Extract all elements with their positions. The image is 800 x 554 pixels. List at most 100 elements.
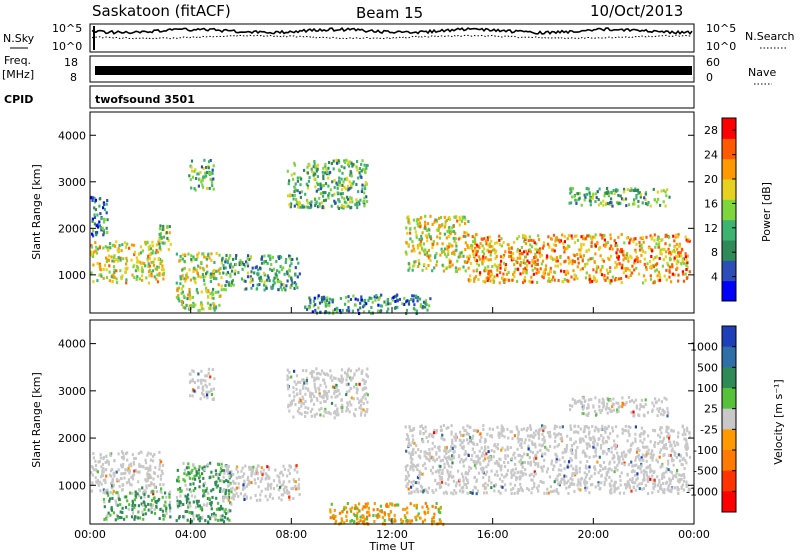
vel-echo-cell (366, 408, 369, 411)
vel-echo-cell (537, 489, 540, 493)
freq-unit-label: [MHz] (2, 68, 34, 81)
power-echo-cell (330, 204, 333, 208)
power-echo-cell (676, 266, 679, 270)
vel-echo-cell (115, 470, 118, 474)
vel-echo-cell (334, 410, 337, 414)
vel-echo-cell (292, 415, 295, 419)
vel-echo-cell (118, 484, 121, 488)
vel-echo-cell (685, 442, 688, 446)
vel-echo-cell (199, 507, 202, 511)
power-echo-cell (568, 245, 571, 248)
power-echo-cell (352, 162, 355, 166)
power-echo-cell (333, 192, 336, 196)
vel-echo-cell (475, 454, 478, 458)
vel-echo-cell (248, 468, 251, 471)
vel-echo-cell (162, 514, 165, 517)
power-echo-cell (407, 243, 410, 247)
vel-echo-cell (422, 464, 425, 468)
power-echo-cell (420, 244, 423, 248)
power-echo-cell (125, 256, 128, 260)
power-echo-cell (347, 306, 350, 309)
vel-echo-cell (556, 478, 559, 482)
vel-echo-cell (457, 469, 460, 473)
power-echo-cell (445, 219, 448, 222)
vel-echo-cell (631, 478, 634, 482)
power-echo-cell (603, 274, 606, 277)
vel-echo-cell (230, 473, 233, 477)
power-echo-cell (632, 189, 636, 193)
power-echo-cell (319, 310, 322, 314)
vel-echo-cell (546, 487, 549, 491)
power-echo-cell (655, 255, 658, 259)
vel-echo-cell (634, 425, 637, 429)
vel-echo-cell (468, 465, 471, 469)
power-echo-cell (445, 267, 448, 271)
power-echo-cell (665, 250, 668, 254)
power-echo-cell (200, 165, 204, 169)
vel-echo-cell (153, 453, 156, 456)
power-echo-cell (496, 268, 499, 272)
power-echo-cell (412, 307, 415, 311)
vel-echo-cell (188, 471, 191, 475)
vel-echo-cell (435, 488, 438, 492)
power-echo-cell (190, 165, 193, 169)
power-echo-cell (502, 272, 505, 276)
power-echo-cell (158, 227, 162, 231)
power-echo-cell (682, 272, 685, 276)
vel-echo-cell (318, 388, 321, 392)
power-echo-cell (213, 268, 216, 272)
vel-echo-cell (442, 491, 445, 495)
vel-echo-cell (530, 478, 533, 482)
power-echo-cell (313, 177, 316, 181)
power-echo-cell (290, 277, 293, 280)
vel-echo-cell (169, 515, 172, 519)
power-echo-cell (361, 187, 364, 191)
vel-echo-cell (563, 460, 566, 464)
vel-echo-cell (411, 441, 414, 444)
vel-echo-cell (474, 466, 478, 470)
power-echo-cell (248, 258, 251, 261)
vel-echo-cell (515, 425, 518, 429)
vel-echo-cell (179, 487, 182, 490)
power-echo-cell (595, 196, 598, 200)
power-echo-cell (645, 235, 648, 239)
power-echo-cell (464, 260, 467, 264)
vel-echo-cell (528, 488, 531, 492)
vel-echo-cell (205, 390, 208, 394)
vel-echo-cell (165, 511, 168, 515)
power-echo-cell (415, 309, 418, 313)
vel-echo-cell (207, 371, 210, 375)
vel-echo-cell (670, 449, 673, 453)
power-echo-cell (668, 265, 671, 269)
power-echo-cell (96, 279, 99, 283)
power-echo-cell (102, 217, 105, 221)
colorbar-swatch (722, 158, 736, 180)
vel-echo-cell (105, 474, 108, 478)
power-echo-cell (487, 269, 490, 273)
power-echo-cell (349, 197, 352, 201)
vel-echo-cell (610, 468, 613, 472)
vel-echo-cell (662, 454, 665, 457)
power-echo-cell (105, 211, 108, 215)
power-echo-cell (427, 264, 430, 267)
vel-echo-cell (101, 463, 104, 466)
vel-echo-cell (552, 464, 555, 468)
power-echo-cell (425, 267, 428, 270)
vel-echo-cell (541, 480, 544, 484)
power-echo-cell (449, 260, 452, 264)
vel-echo-cell (454, 432, 457, 436)
vel-echo-cell (240, 469, 243, 473)
vel-echo-cell (592, 435, 595, 439)
vel-echo-cell (197, 385, 200, 389)
power-echo-cell (188, 290, 191, 294)
power-echo-cell (334, 308, 337, 312)
vel-echo-cell (484, 447, 487, 451)
vel-echo-cell (431, 447, 434, 451)
power-echo-cell (313, 162, 316, 166)
power-echo-cell (298, 191, 301, 195)
vel-echo-cell (411, 462, 414, 466)
power-echo-region (175, 251, 223, 313)
vel-echo-cell (686, 443, 689, 447)
vel-echo-cell (232, 493, 235, 497)
